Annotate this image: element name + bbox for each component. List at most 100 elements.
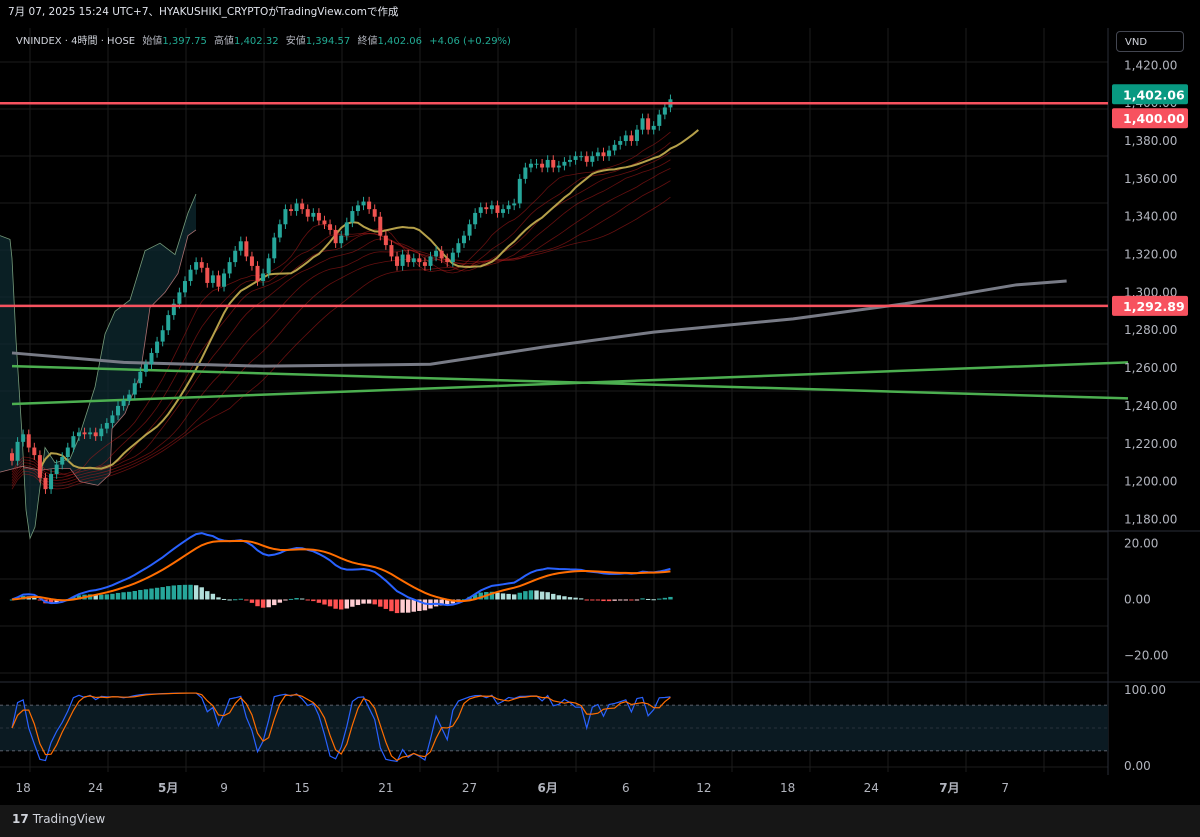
macd-histogram-bar (138, 589, 143, 600)
candle (489, 205, 494, 210)
macd-histogram-bar (216, 597, 221, 600)
macd-histogram-bar (54, 599, 59, 603)
chart-caption: 7月 07, 2025 15:24 UTC+7、HYAKUSHIKI_CRYPT… (8, 6, 399, 18)
candle (629, 135, 634, 142)
candle (305, 209, 310, 217)
candle (316, 212, 321, 221)
candle (93, 432, 98, 437)
candle (461, 235, 466, 244)
macd-histogram-bar (439, 599, 444, 606)
price-tick-label: 1,420.00 (1124, 58, 1177, 72)
time-axis[interactable]: 18 24 5月 9 15 21 27 6月 6 12 18 24 7月 7 (16, 781, 1010, 795)
macd-histogram-bar (166, 586, 171, 600)
price-axis[interactable]: 1,420.001,400.001,380.001,360.001,340.00… (1124, 58, 1177, 526)
price-tick-label: 1,200.00 (1124, 475, 1177, 489)
candle (166, 315, 171, 331)
macd-histogram-bar (629, 599, 634, 601)
tradingview-brand[interactable]: 17 TradingView (12, 812, 105, 826)
macd-histogram-bar (322, 599, 327, 605)
trend-line (11, 361, 1129, 406)
candle (177, 292, 182, 304)
macd-histogram-bar (618, 599, 623, 601)
macd-histogram-bar (221, 598, 227, 600)
candle (434, 250, 439, 257)
candle (372, 209, 377, 217)
macd-histogram-bar (528, 590, 534, 600)
candle (82, 432, 87, 435)
candle (406, 254, 411, 263)
macd-histogram-bar (132, 590, 137, 600)
candle (322, 220, 327, 225)
macd-histogram-bar (478, 592, 483, 600)
candle (367, 201, 372, 210)
candle (266, 258, 271, 274)
macd-histogram-bar (634, 599, 640, 601)
time-tick-label: 9 (220, 781, 228, 795)
macd-histogram-bar (115, 592, 121, 600)
price-label-text: 1,402.06 (1123, 87, 1185, 102)
macd-histogram-bar (238, 598, 243, 600)
time-tick-label: 21 (378, 781, 393, 795)
macd-histogram-bar (260, 599, 266, 608)
macd-histogram-bar (283, 599, 288, 601)
candle (76, 432, 81, 437)
macd-histogram-bar (277, 599, 283, 603)
open-value: 1,397.75 (162, 36, 207, 47)
high-label: 高値 (214, 36, 235, 47)
macd-histogram-bar (645, 598, 651, 600)
candle (534, 163, 539, 165)
candle (188, 269, 193, 282)
macd-histogram-bar (383, 599, 389, 609)
change-value: +4.06 (+0.29%) (429, 36, 511, 47)
price-tick-label: 1,280.00 (1124, 323, 1177, 337)
symbol-label[interactable]: VNINDEX · 4時間 · HOSE (16, 36, 136, 47)
candle (277, 224, 282, 238)
ma-ribbon-line (11, 167, 671, 484)
candle (210, 275, 215, 283)
macd-histogram-bar (327, 599, 333, 607)
candle (49, 474, 54, 490)
candle (116, 405, 121, 416)
macd-histogram-bar (601, 599, 606, 602)
price-label-text: 1,292.89 (1123, 299, 1185, 314)
candle (495, 205, 500, 213)
macd-histogram-bar (193, 585, 199, 600)
candle (422, 262, 427, 266)
time-tick-label: 24 (864, 781, 879, 795)
kumo-fill (0, 194, 196, 539)
candle (199, 262, 204, 268)
price-labels: 1,402.06 1,400.00 1,292.89 (1112, 84, 1188, 316)
macd-tick-label: 0.00 (1124, 592, 1151, 606)
macd-histogram-bar (71, 596, 76, 600)
macd-histogram-bar (545, 592, 550, 600)
candle (160, 330, 165, 342)
ichimoku-cloud (0, 193, 197, 540)
candle (350, 211, 355, 223)
candle (634, 129, 639, 142)
horizontal-lines[interactable] (0, 101, 1108, 308)
candle (32, 447, 37, 456)
macd-histogram-bar (651, 599, 656, 601)
macd-histogram-bar (372, 599, 377, 605)
candle (478, 207, 483, 213)
macd-histogram-bar (126, 591, 132, 600)
macd-histogram-bar (160, 587, 165, 600)
macd-histogram-bar (311, 599, 316, 602)
tradingview-logo-icon: 17 (12, 812, 29, 826)
candle (222, 273, 227, 287)
macd-histogram-bar (606, 599, 612, 602)
macd-histogram-bar (171, 585, 177, 600)
candle (501, 209, 506, 213)
candle (400, 254, 405, 266)
macd-histogram-bar (177, 585, 182, 600)
candle (344, 222, 349, 236)
macd-histogram-bar (590, 599, 595, 601)
candle (646, 118, 651, 130)
stoch-d-line (11, 692, 671, 762)
macd-tick-label: −20.00 (1124, 649, 1168, 663)
currency-button[interactable]: VND (1116, 31, 1184, 52)
macd-histogram-bar (657, 598, 662, 600)
candle (640, 118, 645, 130)
time-tick-label: 27 (462, 781, 477, 795)
